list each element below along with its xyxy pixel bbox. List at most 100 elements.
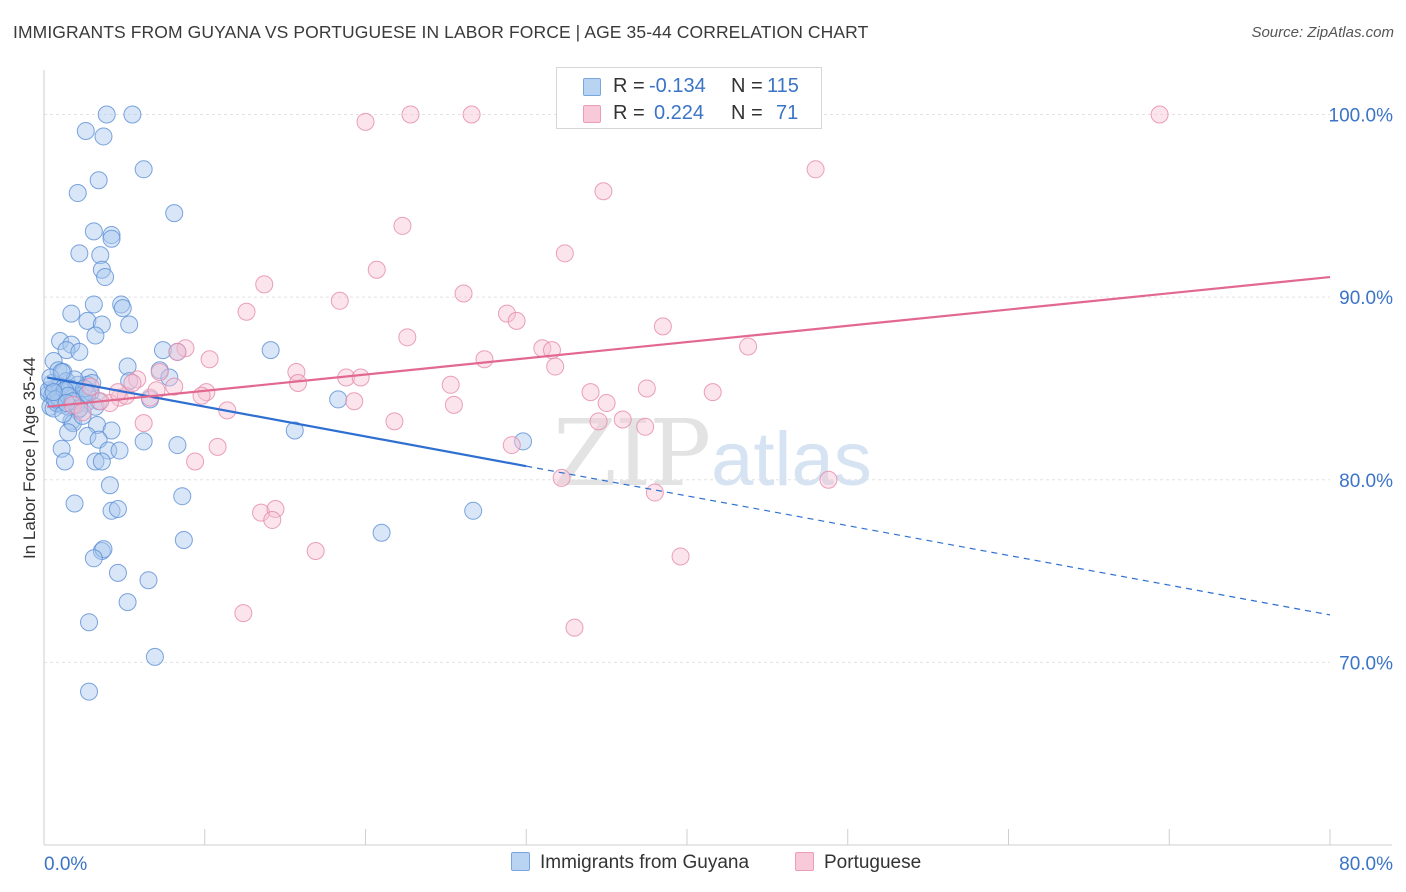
portuguese-point bbox=[367, 260, 386, 279]
guyana-point bbox=[118, 357, 137, 376]
legend-item-portuguese: Portuguese bbox=[795, 852, 921, 874]
portuguese-point bbox=[653, 317, 672, 336]
axis-labels: 70.0% 80.0% 90.0% 100.0% 0.0% 80.0% In Labor F… bbox=[20, 106, 1393, 875]
guyana-point bbox=[62, 304, 81, 323]
r-label: R = bbox=[613, 102, 645, 124]
portuguese-point bbox=[462, 105, 481, 124]
guyana-point bbox=[134, 160, 153, 179]
trend-lines bbox=[47, 275, 1331, 616]
guyana-point bbox=[92, 315, 111, 334]
guyana-point bbox=[261, 341, 280, 360]
guyana-point bbox=[464, 501, 483, 520]
guyana-point bbox=[80, 613, 99, 632]
portuguese-point bbox=[819, 470, 838, 489]
guyana-point bbox=[65, 494, 84, 513]
guyana-point bbox=[173, 487, 192, 506]
portuguese-point bbox=[73, 403, 92, 422]
portuguese-point bbox=[255, 275, 274, 294]
guyana-point bbox=[165, 204, 184, 223]
guyana-legend-swatch bbox=[511, 852, 530, 871]
guyana-point bbox=[59, 423, 78, 442]
portuguese-point bbox=[613, 410, 632, 429]
y-tick-label: 80.0% bbox=[1339, 471, 1393, 492]
chart-source: Source: ZipAtlas.com bbox=[1251, 24, 1394, 41]
n-value: 115 bbox=[767, 75, 799, 97]
guyana-point bbox=[108, 499, 127, 518]
portuguese-point bbox=[200, 350, 219, 369]
portuguese-point bbox=[165, 377, 184, 396]
guyana-point bbox=[68, 184, 87, 203]
guyana-trend-dashed bbox=[526, 465, 1331, 616]
guyana-point bbox=[123, 105, 142, 124]
portuguese-point bbox=[581, 383, 600, 402]
portuguese-swatch bbox=[583, 105, 601, 123]
portuguese-point bbox=[252, 503, 271, 522]
portuguese-point bbox=[123, 373, 142, 392]
guyana-point bbox=[51, 331, 70, 350]
guyana-legend-label: Immigrants from Guyana bbox=[540, 852, 750, 873]
portuguese-point bbox=[237, 302, 256, 321]
guyana-point bbox=[84, 295, 103, 314]
guyana-trend-solid bbox=[47, 376, 527, 468]
guyana-point bbox=[153, 341, 172, 360]
r-value: 0.224 bbox=[654, 102, 705, 124]
portuguese-point bbox=[502, 436, 521, 455]
n-label: N = bbox=[731, 102, 763, 124]
portuguese-point bbox=[597, 394, 616, 413]
portuguese-point bbox=[594, 182, 613, 201]
portuguese-point bbox=[306, 541, 325, 560]
guyana-point bbox=[102, 501, 121, 520]
portuguese-point bbox=[565, 618, 584, 637]
guyana-point bbox=[86, 452, 105, 471]
portuguese-point bbox=[444, 395, 463, 414]
portuguese-legend-swatch bbox=[795, 852, 814, 871]
y-tick-label: 90.0% bbox=[1339, 288, 1393, 309]
portuguese-point bbox=[637, 379, 656, 398]
portuguese-trend-line bbox=[47, 275, 1331, 408]
guyana-point bbox=[70, 342, 89, 361]
guyana-point bbox=[168, 436, 187, 455]
n-label: N = bbox=[731, 75, 763, 97]
portuguese-point bbox=[134, 414, 153, 433]
portuguese-point bbox=[441, 375, 460, 394]
portuguese-point bbox=[168, 342, 187, 361]
portuguese-point bbox=[234, 604, 253, 623]
correlation-legend: R = -0.134 N = 115 R = 0.224 N = 71 bbox=[556, 67, 822, 129]
portuguese-point bbox=[330, 291, 349, 310]
guyana-point bbox=[285, 421, 304, 440]
guyana-point bbox=[120, 315, 139, 334]
guyana-point bbox=[76, 121, 95, 140]
portuguese-point bbox=[398, 328, 417, 347]
portuguese-point bbox=[128, 370, 147, 389]
guyana-point bbox=[84, 222, 103, 241]
guyana-point bbox=[91, 246, 110, 265]
portuguese-point bbox=[385, 412, 404, 431]
y-tick-label: 100.0% bbox=[1329, 106, 1394, 127]
portuguese-point bbox=[739, 337, 758, 356]
guyana-point bbox=[100, 476, 119, 495]
portuguese-point bbox=[671, 547, 690, 566]
guyana-point bbox=[92, 452, 111, 471]
r-value: -0.134 bbox=[649, 75, 706, 97]
chart-title: IMMIGRANTS FROM GUYANA VS PORTUGUESE IN … bbox=[13, 22, 869, 42]
guyana-point bbox=[145, 647, 164, 666]
portuguese-point bbox=[589, 412, 608, 431]
y-tick-label: 70.0% bbox=[1339, 653, 1393, 674]
portuguese-point bbox=[186, 452, 205, 471]
portuguese-point bbox=[401, 105, 420, 124]
guyana-point bbox=[514, 432, 533, 451]
guyana-point bbox=[139, 571, 158, 590]
portuguese-point bbox=[263, 510, 282, 529]
n-value: 71 bbox=[776, 102, 799, 124]
axes bbox=[43, 70, 1392, 846]
guyana-point bbox=[372, 523, 391, 542]
portuguese-point bbox=[150, 363, 169, 382]
guyana-point bbox=[70, 244, 89, 263]
guyana-point bbox=[329, 390, 348, 409]
portuguese-point bbox=[645, 483, 664, 502]
guyana-point bbox=[80, 682, 99, 701]
guyana-point bbox=[78, 311, 97, 330]
guyana-point bbox=[94, 540, 113, 559]
portuguese-point bbox=[208, 437, 227, 456]
